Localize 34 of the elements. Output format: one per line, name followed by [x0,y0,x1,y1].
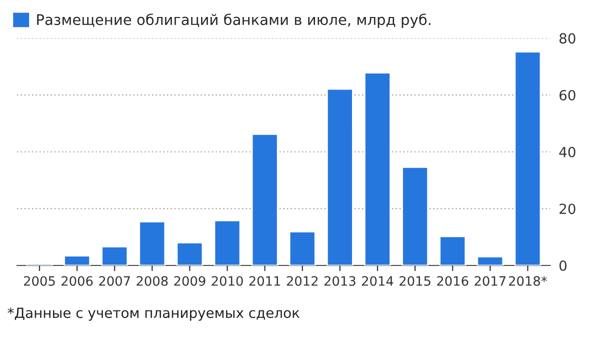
x-tick-label: 2006 [62,276,93,286]
x-tick-label: 2013 [324,276,356,286]
x-tick-label: 2018* [508,276,547,286]
bar [402,166,429,266]
bar [288,230,316,266]
x-tick-label: 2008 [136,276,168,286]
y-tick-label: 20 [560,204,576,214]
x-tick-label: 2016 [437,276,468,286]
x-tick-label: 2012 [286,276,318,286]
x-tick-label: 2017 [474,276,506,286]
bar [64,255,91,266]
y-tick-label: 60 [560,90,576,100]
x-tick-label: 2011 [249,276,280,286]
bar [326,88,354,266]
y-tick-label: 0 [559,260,566,271]
x-tick-label: 2010 [212,276,243,286]
y-tick-label: 40 [559,146,576,158]
bar [439,236,466,266]
bar [364,72,391,266]
x-tick-label: 2007 [99,276,130,286]
x-tick-label: 2005 [24,276,55,286]
bar [214,220,241,266]
x-tick-label: 2015 [400,276,430,286]
text: *Данные с учетом планируемых сделок [8,308,300,321]
x-tick-label: 2014 [362,276,394,286]
bar [176,242,204,266]
bar [101,246,128,266]
bar [138,221,166,266]
bar [476,256,504,266]
legend-label: Размещение облигаций банками в июле, млрд руб. [37,14,430,28]
bar [251,134,278,266]
y-tick-label: 80 [560,33,576,44]
bar [514,51,542,266]
x-tick-label: 2009 [174,276,206,286]
